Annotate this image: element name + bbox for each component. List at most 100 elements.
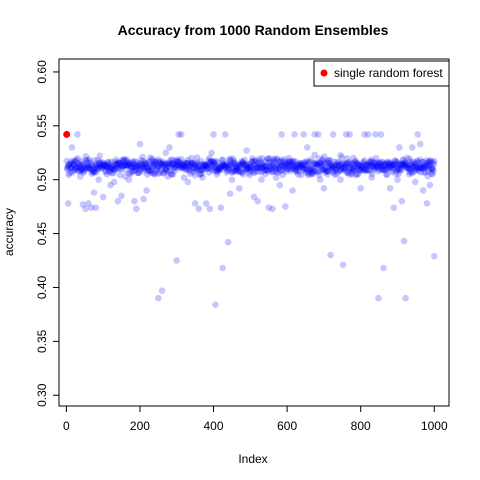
data-point	[174, 158, 181, 165]
data-point	[285, 154, 293, 162]
data-point	[325, 156, 333, 164]
data-point	[146, 167, 153, 174]
data-point	[318, 161, 325, 169]
data-point	[212, 157, 219, 165]
data-point	[275, 165, 283, 172]
data-point	[428, 164, 436, 172]
data-point	[250, 193, 258, 201]
data-point	[357, 166, 365, 174]
data-point	[94, 156, 102, 164]
data-point	[169, 171, 177, 178]
data-point	[146, 167, 154, 174]
data-point	[156, 159, 163, 166]
data-point	[309, 170, 316, 178]
data-point	[67, 164, 75, 171]
data-point	[349, 160, 357, 167]
data-point	[186, 162, 193, 170]
data-point	[376, 163, 384, 171]
data-point	[378, 158, 385, 165]
data-point	[359, 163, 366, 171]
data-point	[212, 301, 219, 309]
data-point	[162, 167, 170, 175]
data-point	[189, 161, 197, 168]
data-point	[312, 160, 320, 167]
data-point	[265, 159, 273, 167]
data-point	[327, 162, 335, 169]
data-point	[413, 163, 421, 170]
data-point	[312, 168, 320, 175]
data-point	[286, 158, 293, 165]
data-point	[244, 160, 251, 168]
data-point	[163, 165, 170, 173]
data-point	[262, 167, 270, 174]
data-point	[382, 160, 389, 168]
data-point	[394, 159, 401, 166]
data-point	[291, 157, 299, 165]
data-point	[142, 159, 150, 167]
data-point	[398, 166, 405, 174]
data-point	[234, 163, 242, 171]
data-point	[238, 158, 245, 165]
data-point	[424, 159, 432, 166]
data-point	[391, 157, 399, 165]
data-point	[247, 167, 254, 174]
data-point	[308, 169, 316, 177]
data-point	[355, 170, 362, 178]
data-point	[192, 163, 200, 171]
data-point	[315, 171, 323, 179]
data-point	[364, 131, 372, 138]
data-point	[108, 169, 116, 177]
data-point	[380, 159, 387, 166]
data-point	[362, 161, 370, 169]
data-point	[92, 162, 100, 169]
data-point	[420, 163, 427, 170]
data-point	[220, 162, 228, 170]
data-point	[390, 204, 398, 211]
data-point	[232, 163, 239, 171]
data-point	[209, 163, 216, 170]
data-point	[194, 165, 201, 173]
data-point	[66, 169, 73, 177]
data-point	[326, 157, 334, 164]
data-point	[300, 131, 308, 138]
data-point	[339, 164, 347, 172]
data-point	[135, 169, 143, 177]
data-point	[368, 156, 375, 163]
data-point	[71, 164, 79, 172]
data-point	[191, 160, 199, 168]
data-point	[221, 161, 228, 169]
data-point	[82, 205, 89, 213]
data-point	[330, 158, 338, 165]
data-point	[206, 158, 214, 166]
data-point	[76, 161, 84, 168]
data-point	[93, 164, 101, 171]
data-point	[260, 162, 268, 170]
data-point	[405, 165, 412, 173]
data-point	[254, 159, 261, 167]
data-point	[419, 158, 427, 166]
data-point	[342, 131, 350, 138]
data-point	[346, 164, 353, 172]
data-point	[360, 158, 367, 166]
data-point	[417, 169, 425, 176]
data-point	[392, 157, 399, 164]
data-point	[128, 169, 136, 176]
data-point	[97, 161, 104, 168]
data-point	[248, 164, 255, 171]
data-point	[383, 171, 390, 178]
data-point	[96, 159, 103, 167]
data-point	[154, 164, 161, 171]
data-point	[72, 158, 80, 165]
data-point	[65, 161, 73, 168]
data-point	[397, 164, 405, 171]
data-point	[207, 158, 214, 166]
data-point	[386, 164, 394, 171]
data-point	[191, 172, 199, 179]
data-point	[302, 159, 309, 167]
data-point	[112, 165, 119, 173]
data-point	[385, 161, 393, 169]
data-point	[239, 171, 247, 178]
data-point	[320, 166, 327, 173]
data-point	[344, 169, 352, 177]
data-point	[335, 159, 343, 166]
